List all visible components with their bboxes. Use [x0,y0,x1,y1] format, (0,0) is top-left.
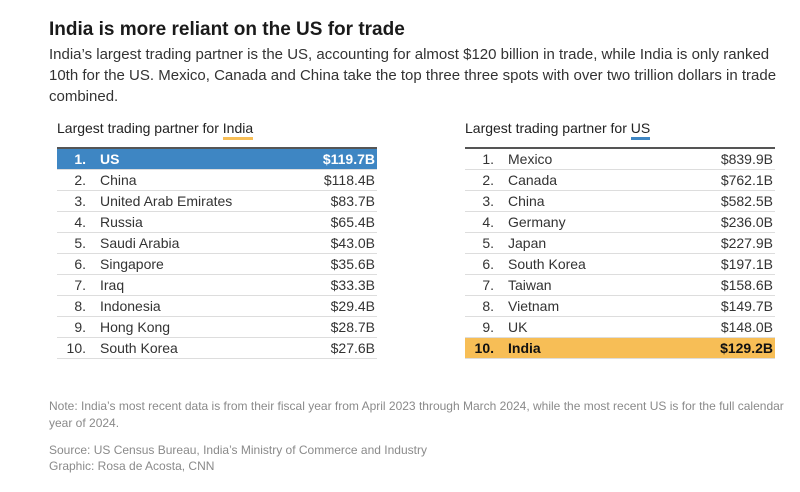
table-row: 6. South Korea $197.1B [465,254,775,275]
rank: 1. [482,151,494,167]
table-row: 1. US $119.7B [57,149,377,170]
rank: 7. [482,277,494,293]
trade-value: $65.4B [330,214,375,230]
trade-value: $582.5B [720,193,773,209]
rank: 4. [74,214,86,230]
trade-value: $27.6B [330,340,375,356]
rank: 1. [74,151,86,167]
table-row: 9. Hong Kong $28.7B [57,317,377,338]
trade-value: $28.7B [330,319,375,335]
table-row: 5. Saudi Arabia $43.0B [57,233,377,254]
heading-prefix: Largest trading partner for [57,120,223,136]
rank: 8. [74,298,86,314]
trade-value: $119.7B [322,151,375,167]
subtitle: India’s largest trading partner is the U… [49,46,777,105]
trade-value: $129.2B [720,340,773,356]
rank: 10. [474,340,494,356]
table-row: 1. Mexico $839.9B [465,149,775,170]
trade-value: $149.7B [720,298,773,314]
rank: 8. [482,298,494,314]
trade-value: $35.6B [330,256,375,272]
table-row: 7. Taiwan $158.6B [465,275,775,296]
country-name: Hong Kong [100,319,171,335]
trade-value: $29.4B [330,298,375,314]
trade-value: $118.4B [323,172,375,188]
country-name: India [508,340,541,356]
table-row: 9. UK $148.0B [465,317,775,338]
rank: 10. [66,340,86,356]
trade-value: $839.9B [720,151,773,167]
trade-value: $197.1B [720,256,773,272]
trade-value: $236.0B [720,214,773,230]
trade-value: $148.0B [720,319,773,335]
rank: 2. [74,172,86,188]
trade-value: $43.0B [330,235,375,251]
country-name: Russia [100,214,143,230]
table-row: 8. Indonesia $29.4B [57,296,377,317]
country-name: South Korea [100,340,178,356]
table-row: 7. Iraq $33.3B [57,275,377,296]
rank: 9. [74,319,86,335]
graphic-credit: Graphic: Rosa de Acosta, CNN [49,459,215,473]
table-row: 2. China $118.4B [57,170,377,191]
footnote: Note: India’s most recent data is from t… [49,399,784,430]
rank: 6. [482,256,494,272]
country-name: Canada [508,172,558,188]
country-name: Mexico [508,151,553,167]
country-name: South Korea [508,256,586,272]
table-row: 8. Vietnam $149.7B [465,296,775,317]
trade-value: $158.6B [720,277,773,293]
rank: 6. [74,256,86,272]
country-name: Germany [508,214,566,230]
table-row: 10. India $129.2B [465,338,775,359]
country-name: Indonesia [100,298,161,314]
heading-country: India [222,121,254,140]
country-name: US [100,151,120,167]
trade-value: $762.1B [720,172,773,188]
rank: 5. [74,235,86,251]
country-name: China [508,193,545,209]
page-title: India is more reliant on the US for trad… [49,19,405,40]
country-name: UK [508,319,528,335]
table-row: 6. Singapore $35.6B [57,254,377,275]
table-row: 3. China $582.5B [465,191,775,212]
us-partners-table: Largest trading partner for US 1. Mexico $… [465,120,775,359]
rank: 7. [74,277,86,293]
rank: 3. [482,193,494,209]
trade-value: $33.3B [330,277,375,293]
source-credit: Source: US Census Bureau, India’s Minist… [49,442,427,474]
table-row: 4. Germany $236.0B [465,212,775,233]
trade-value: $83.7B [330,193,375,209]
rank: 5. [482,235,494,251]
us-table-heading: Largest trading partner for US [465,120,775,142]
trade-value: $227.9B [720,235,773,251]
rank: 4. [482,214,494,230]
country-name: Iraq [100,277,125,293]
country-name: Singapore [100,256,164,272]
table-row: 2. Canada $762.1B [465,170,775,191]
country-name: Saudi Arabia [100,235,180,251]
table-row: 3. United Arab Emirates $83.7B [57,191,377,212]
table-row: 5. Japan $227.9B [465,233,775,254]
country-name: Vietnam [508,298,560,314]
country-name: China [100,172,137,188]
heading-country: US [630,121,651,140]
heading-prefix: Largest trading partner for [465,120,631,136]
table-row: 4. Russia $65.4B [57,212,377,233]
india-partners-table: Largest trading partner for India 1. US $1… [57,120,377,359]
rank: 9. [482,319,494,335]
rank: 2. [482,172,494,188]
rank: 3. [74,193,86,209]
country-name: Japan [508,235,547,251]
source: Source: US Census Bureau, India’s Minist… [49,443,427,457]
country-name: Taiwan [508,277,552,293]
table-row: 10. South Korea $27.6B [57,338,377,359]
india-table-heading: Largest trading partner for India [57,120,377,142]
country-name: United Arab Emirates [100,193,233,209]
